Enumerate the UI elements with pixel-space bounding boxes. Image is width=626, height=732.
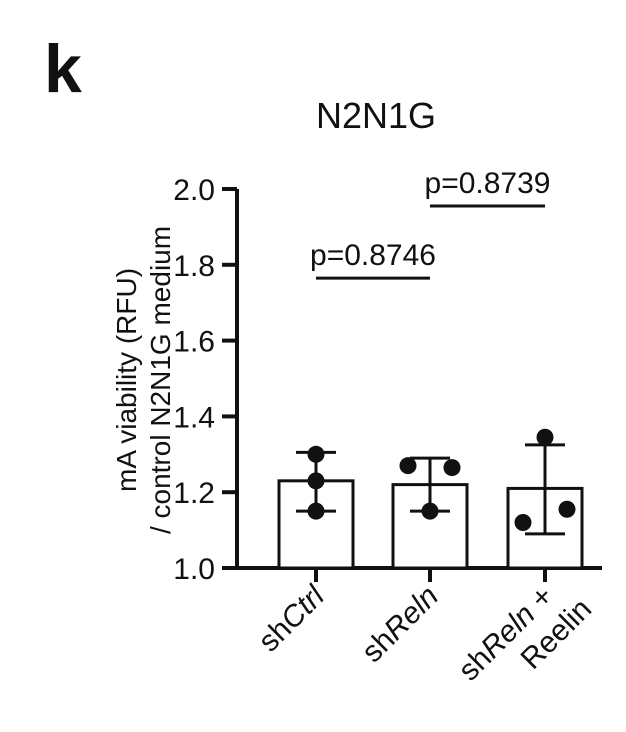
y-axis-title-line1: mA viability (RFU) xyxy=(111,268,142,492)
x-tick-label-line1: shReln xyxy=(356,580,445,669)
y-tick-label: 2.0 xyxy=(173,174,215,207)
p-value-label: p=0.8746 xyxy=(310,239,436,272)
y-tick-label: 1.6 xyxy=(173,326,215,359)
y-tick-label: 1.2 xyxy=(173,477,215,510)
y-tick-label: 1.0 xyxy=(173,553,215,586)
data-point xyxy=(443,459,461,477)
y-axis-title-line2: / control N2N1G medium xyxy=(145,226,176,534)
y-tick-label: 1.8 xyxy=(173,250,215,283)
panel-letter: k xyxy=(44,31,82,107)
p-value-label: p=0.8739 xyxy=(425,167,551,200)
y-axis-title: mA viability (RFU) / control N2N1G mediu… xyxy=(111,226,176,534)
x-tick-label-line1: shCtrl xyxy=(252,579,332,659)
data-point xyxy=(536,428,554,446)
y-tick-label: 1.4 xyxy=(173,401,215,434)
data-point xyxy=(307,445,325,463)
data-point xyxy=(421,502,439,520)
data-point xyxy=(514,514,532,532)
chart-title: N2N1G xyxy=(316,95,436,136)
data-point xyxy=(558,500,576,518)
x-tick-label: shReln +Reelin xyxy=(452,580,598,688)
data-point xyxy=(307,472,325,490)
x-tick-label: shCtrl xyxy=(252,579,332,659)
x-tick-label: shReln xyxy=(356,580,445,669)
data-point xyxy=(399,457,417,475)
data-point xyxy=(307,502,325,520)
